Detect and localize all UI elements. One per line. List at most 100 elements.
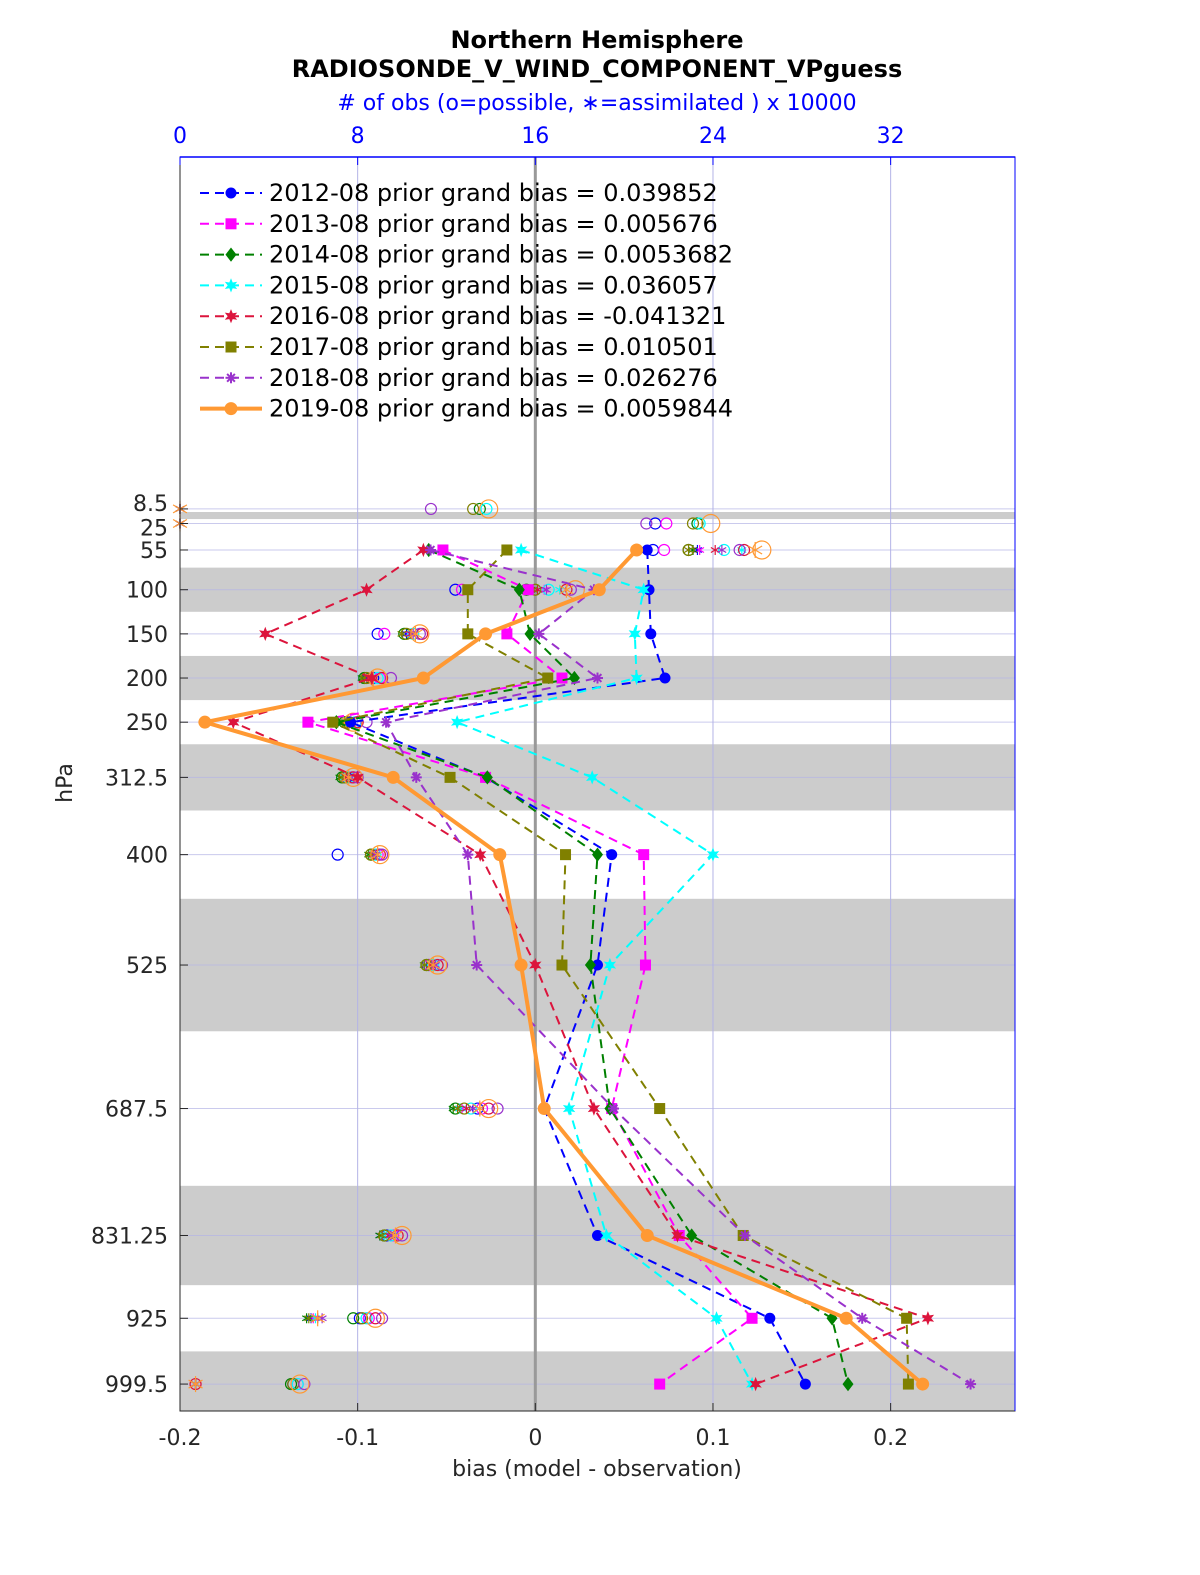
y-tick-label-1: 25 (140, 516, 168, 541)
obs-possible-s7-4 (410, 624, 430, 644)
series-point-s0-3 (659, 672, 671, 684)
legend-label-4: 2016-08 prior grand bias = -0.041321 (269, 302, 726, 330)
obs-possible-s3-13 (291, 1377, 304, 1391)
obs-possible-s5-12 (356, 1312, 369, 1325)
legend-marker-0 (225, 187, 237, 199)
series-point-s2-2 (524, 626, 536, 642)
series-point-s1-6 (638, 849, 650, 861)
obs-possible-s1-1 (660, 517, 673, 530)
obs-possible-s3-1 (693, 517, 706, 530)
obs-assimilated-s6-12 (317, 1313, 327, 1324)
obs-assimilated-s6-3 (541, 584, 552, 595)
series-point-s7-6 (493, 848, 507, 862)
series-point-s3-7 (603, 957, 617, 973)
series-point-s3-10 (710, 1311, 723, 1326)
series-point-s3-4 (451, 715, 464, 730)
series-point-s6-0 (425, 544, 436, 556)
top-tick-label-3: 24 (699, 124, 727, 149)
series-point-s0-2 (645, 628, 657, 640)
obs-possible-s7-0 (479, 499, 499, 519)
series-point-s7-3 (416, 671, 430, 685)
legend-marker-4 (224, 309, 238, 324)
series-point-s3-3 (630, 670, 643, 686)
y-tick-label-11: 831.25 (91, 1224, 168, 1249)
series-point-s4-9 (671, 1228, 684, 1243)
obs-possible-s1-4 (378, 627, 391, 640)
obs-assimilated-s6-8 (370, 849, 381, 860)
obs-possible-s4-12 (369, 1312, 382, 1325)
series-point-s4-2 (259, 626, 272, 641)
series-point-s7-1 (592, 583, 606, 597)
series-point-s5-2 (462, 628, 474, 640)
obs-assimilated-s7-4 (408, 625, 423, 642)
series-point-s7-5 (386, 770, 400, 784)
y-tick-label-4: 150 (126, 623, 168, 648)
series-point-s7-7 (514, 958, 528, 972)
series-line-3 (453, 549, 753, 1385)
obs-assimilated-s7-9 (425, 957, 441, 974)
obs-possible-s3-3 (542, 583, 555, 596)
series-line-4 (230, 549, 931, 1386)
series-line-1 (307, 549, 754, 1385)
y-axis-label: hPa (53, 763, 78, 803)
series-point-s1-10 (746, 1312, 758, 1324)
legend: 2012-08 prior grand bias = 0.039852 2013-… (200, 179, 733, 423)
series-point-s4-11 (749, 1376, 762, 1392)
series-point-s6-6 (462, 849, 474, 861)
series-point-s7-2 (479, 627, 493, 641)
series-point-s7-9 (640, 1228, 654, 1242)
series-point-s3-6 (706, 847, 720, 862)
series-point-s0-7 (592, 959, 603, 971)
obs-possible-s5-2 (682, 543, 695, 557)
obs-assimilated-s7-11 (388, 1227, 403, 1244)
series-point-s0-0 (641, 544, 653, 556)
obs-possible-s3-0 (480, 502, 493, 516)
legend-label-6: 2018-08 prior grand bias = 0.026276 (269, 364, 718, 392)
obs-assimilated-s7-12 (310, 1310, 325, 1327)
series-point-s1-11 (654, 1378, 666, 1390)
y-tick-label-3: 100 (126, 579, 168, 604)
series-point-s3-11 (745, 1376, 759, 1392)
series-point-s6-7 (471, 959, 483, 971)
legend-marker-5 (225, 341, 237, 353)
obs-assimilated-s6-2 (717, 544, 727, 555)
x-tick-label-4: 0.2 (873, 1426, 908, 1451)
series-point-s4-1 (360, 582, 373, 597)
legend-marker-1 (225, 218, 237, 230)
series-point-s0-11 (799, 1378, 811, 1390)
series-point-s1-3 (556, 672, 568, 684)
x-tick-label-2: 0 (528, 1426, 542, 1451)
series-point-s5-3 (542, 672, 554, 684)
series-point-s2-1 (513, 582, 525, 597)
legend-label-5: 2017-08 prior grand bias = 0.010501 (269, 333, 718, 361)
obs-assimilated-s6-4 (408, 628, 418, 639)
series-point-s5-7 (556, 959, 568, 971)
series-point-s6-3 (592, 672, 603, 684)
y-tick-label-6: 250 (126, 711, 168, 736)
y-tick-label-9: 525 (126, 954, 168, 979)
series-point-s3-8 (562, 1101, 576, 1116)
obs-assimilated-s7-13 (188, 1376, 203, 1393)
obs-possible-s6-10 (491, 1102, 504, 1115)
series-point-s3-0 (514, 542, 528, 558)
chart-title: Northern Hemisphere (450, 26, 743, 54)
series-point-s7-0 (630, 543, 644, 557)
obs-assimilated-s5-11 (377, 1230, 387, 1241)
obs-possible-s3-2 (717, 543, 731, 557)
series-point-s4-5 (351, 770, 364, 785)
series-point-s4-4 (227, 715, 240, 730)
series-point-s4-7 (529, 957, 542, 973)
legend-label-2: 2014-08 prior grand bias = 0.0053682 (269, 241, 733, 269)
legend-label-0: 2012-08 prior grand bias = 0.039852 (269, 179, 718, 207)
series-point-s4-3 (365, 670, 379, 686)
top-x-ticks: 0 8 16 24 32 (173, 124, 1016, 1411)
series-point-s1-2 (501, 628, 513, 640)
level-band-6 (180, 1351, 1015, 1411)
obs-assimilated-s7-8 (370, 846, 385, 863)
legend-label-3: 2015-08 prior grand bias = 0.036057 (269, 271, 718, 299)
obs-assimilated-s6-11 (386, 1230, 396, 1241)
top-tick-label-2: 16 (521, 124, 549, 149)
series-point-s7-10 (839, 1311, 853, 1325)
series-point-s5-11 (902, 1378, 914, 1390)
top-axis-label: # of obs (o=possible, ∗=assimilated ) x … (337, 91, 856, 116)
